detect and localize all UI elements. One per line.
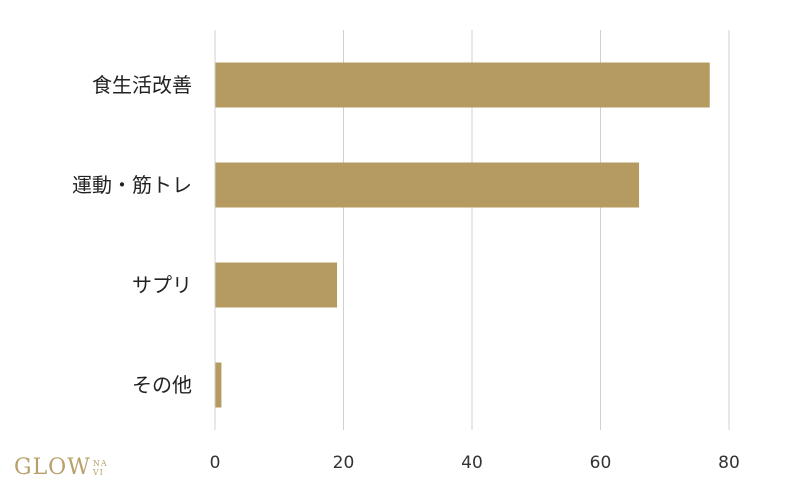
x-tick-label: 80 (718, 453, 740, 473)
bar (215, 62, 710, 108)
logo-sub-bottom: VI (92, 467, 104, 477)
bar (215, 162, 640, 208)
x-tick-label: 40 (461, 453, 483, 473)
logo-sub-top: NA (92, 458, 108, 468)
bar (215, 362, 222, 408)
logo-sub-text: NA VI (93, 459, 108, 477)
x-tick-label: 0 (210, 453, 221, 473)
bar (215, 262, 338, 308)
x-tick-label: 20 (333, 453, 355, 473)
category-label: その他 (132, 373, 192, 397)
glow-navi-logo: GLOW NA VI (14, 455, 108, 480)
category-label: 運動・筋トレ (72, 173, 192, 197)
category-label: サプリ (132, 273, 192, 297)
x-tick-label: 60 (590, 453, 612, 473)
logo-main-text: GLOW (14, 455, 91, 480)
category-label: 食生活改善 (92, 73, 192, 97)
